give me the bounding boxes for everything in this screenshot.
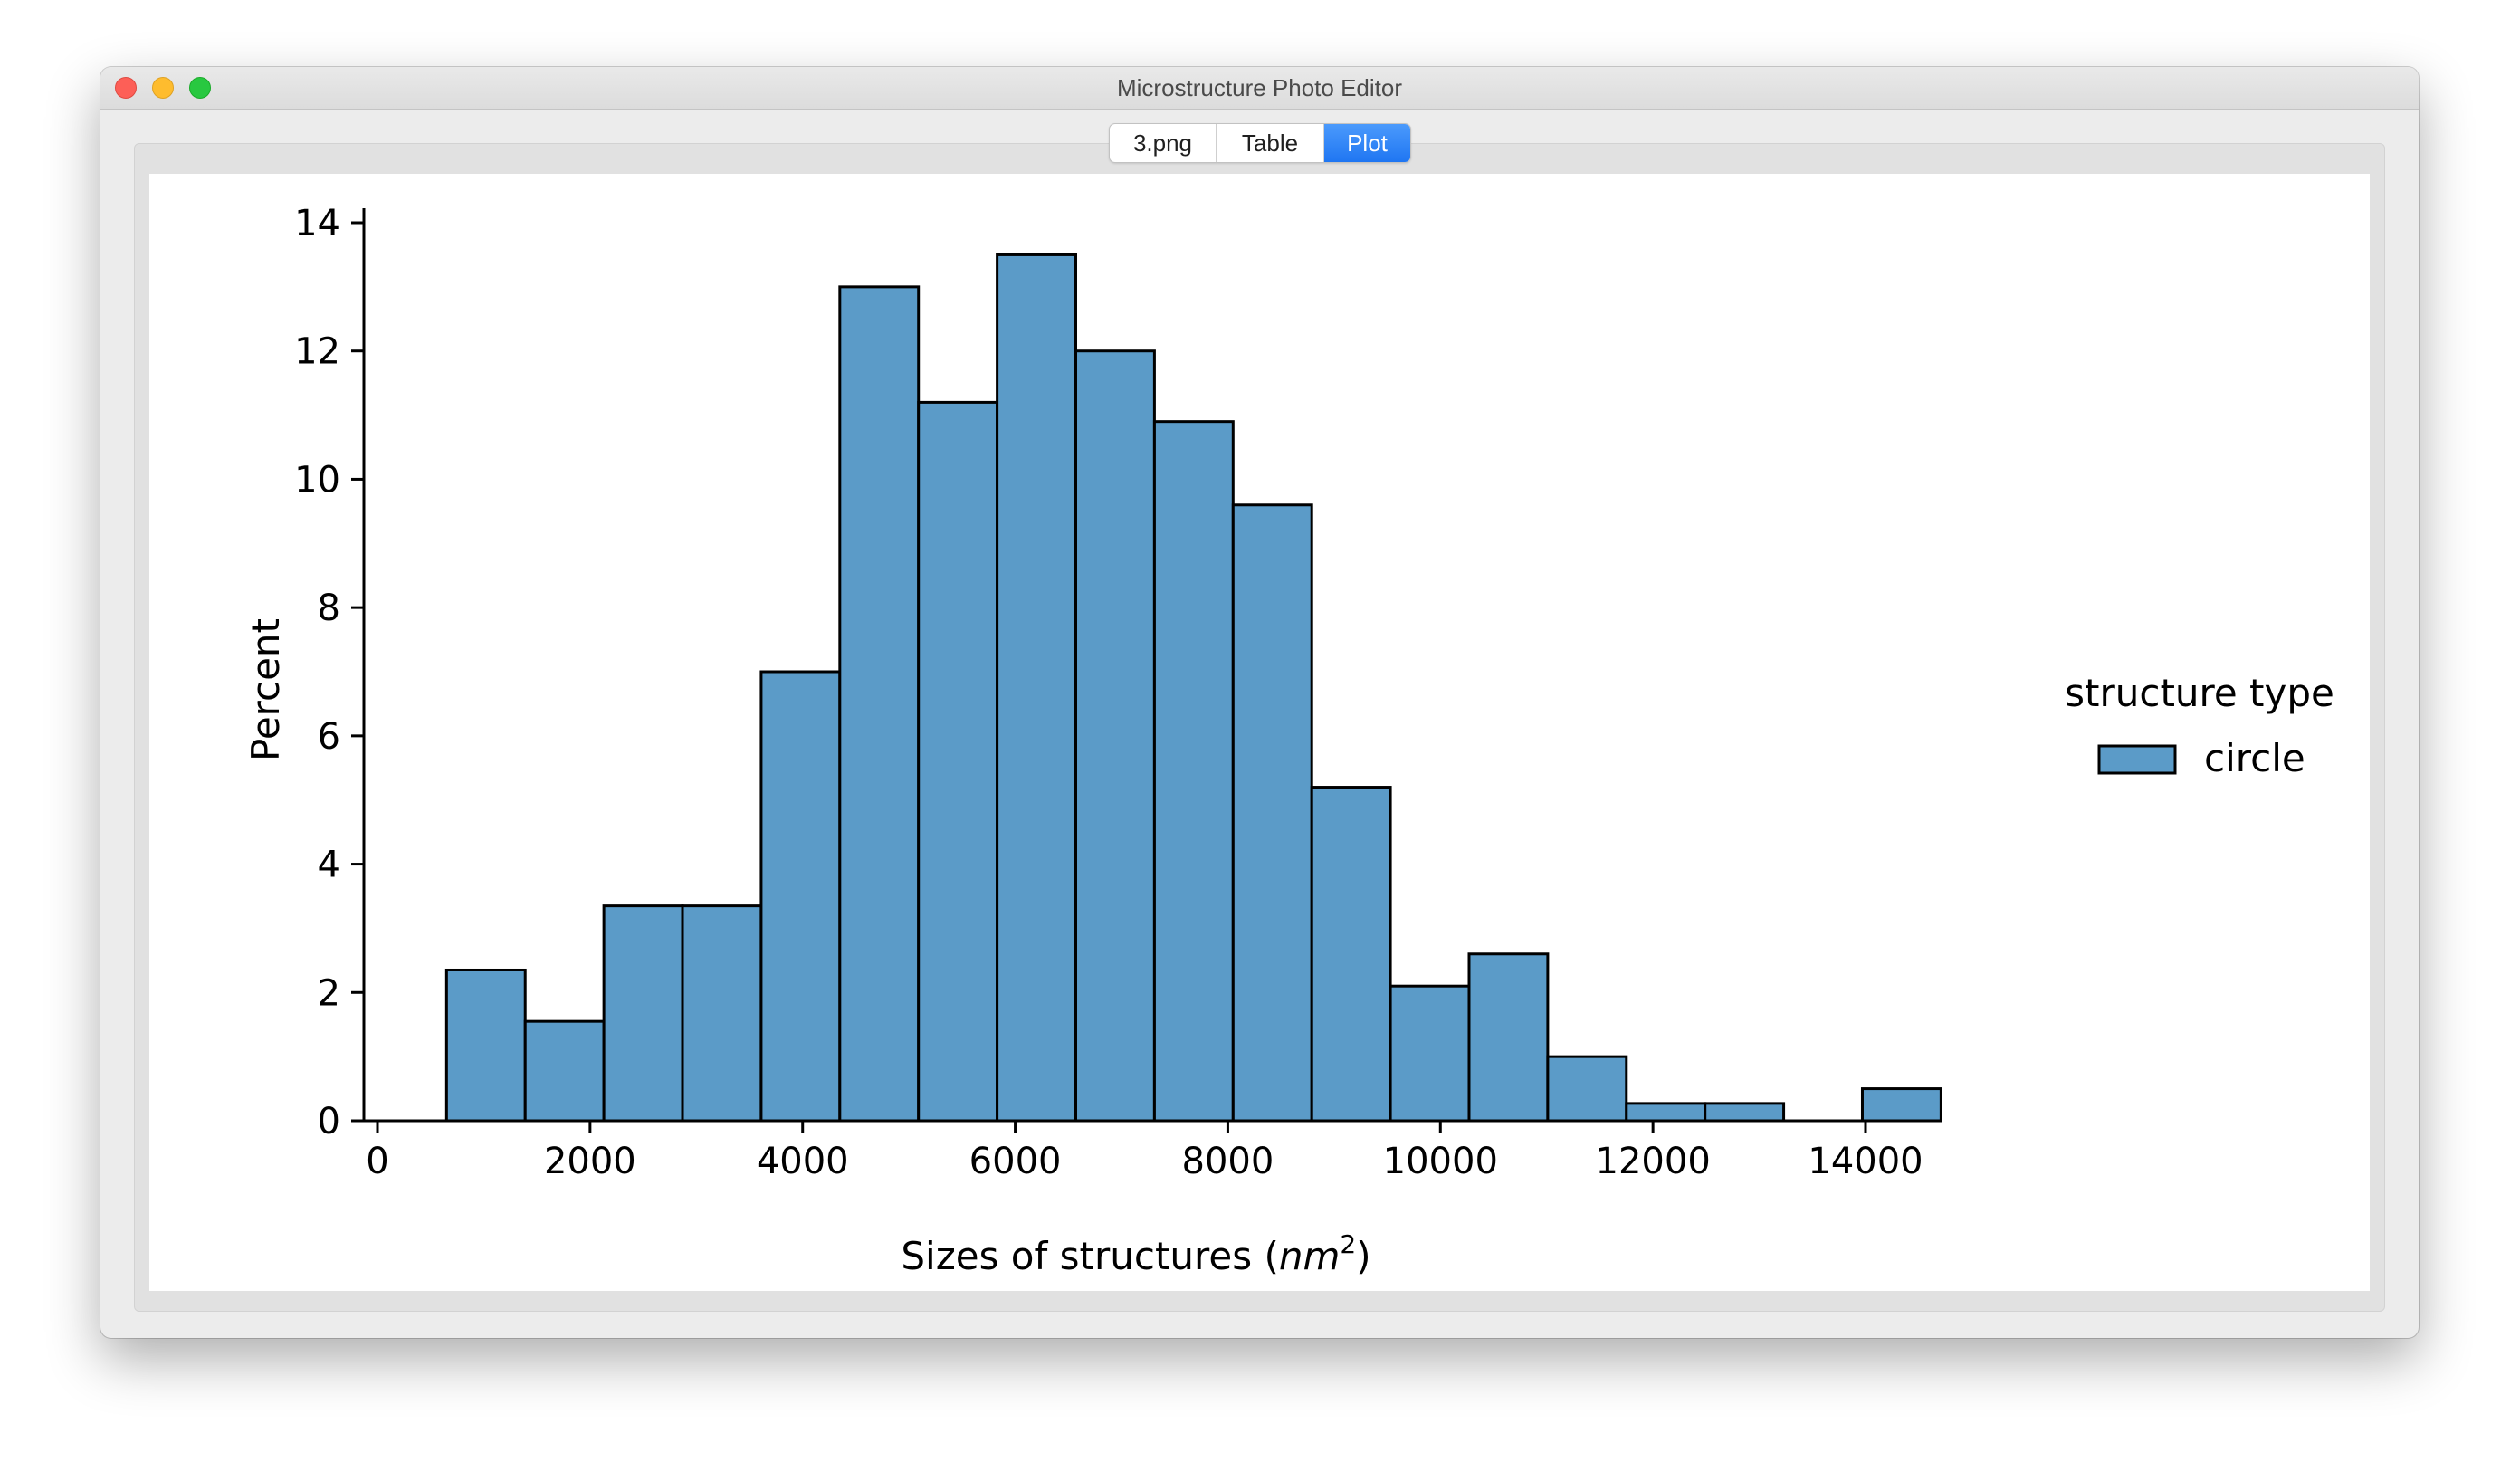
x-tick-label: 0 <box>366 1141 388 1182</box>
histogram-bar <box>1074 349 1156 1123</box>
histogram-bar <box>1467 952 1550 1123</box>
histogram-bar <box>1625 1102 1707 1123</box>
tab-bar: 3.png Table Plot <box>1109 123 1411 163</box>
x-tick-label: 2000 <box>544 1141 636 1182</box>
legend-swatch-circle <box>2097 744 2177 775</box>
y-tick-label: 8 <box>318 588 340 629</box>
title-bar[interactable]: Microstructure Photo Editor <box>100 67 2419 110</box>
y-tick-label: 10 <box>294 459 340 501</box>
histogram-chart: 0 2 4 6 8 10 12 14 0 2000 4000 6000 8000 10000 12000 14… <box>243 203 2334 1278</box>
x-axis-label: Sizes of structures (nm2) <box>901 1229 1370 1278</box>
minimize-icon[interactable] <box>152 77 174 99</box>
y-tick-label: 6 <box>318 716 340 758</box>
x-tick-label: 4000 <box>757 1141 849 1182</box>
y-tick-label: 14 <box>294 203 340 244</box>
histogram-bar <box>1546 1055 1628 1123</box>
zoom-icon[interactable] <box>189 77 211 99</box>
histogram-bar <box>1231 503 1313 1123</box>
y-tick-label: 0 <box>318 1101 340 1142</box>
y-axis-label: Percent <box>243 618 288 761</box>
legend: structure type circle <box>2065 671 2334 780</box>
histogram-bar <box>917 400 999 1123</box>
histogram-bar <box>838 285 921 1123</box>
legend-entry-circle: circle <box>2204 736 2305 780</box>
x-tick-label: 12000 <box>1596 1141 1711 1182</box>
histogram-bar <box>996 253 1078 1123</box>
x-tick-label: 8000 <box>1182 1141 1274 1182</box>
histogram-bar <box>1310 786 1392 1123</box>
app-window: Microstructure Photo Editor 3.png Table … <box>100 67 2419 1338</box>
histogram-bar <box>1152 420 1235 1123</box>
histogram-bar <box>602 904 684 1123</box>
tab-image[interactable]: 3.png <box>1110 124 1217 162</box>
histogram-bar <box>523 1019 606 1123</box>
plot-area: 0 2 4 6 8 10 12 14 0 2000 4000 6000 8000 10000 12000 14… <box>149 174 2370 1291</box>
y-tick-label: 2 <box>318 972 340 1014</box>
y-tick-label: 4 <box>318 845 340 886</box>
x-tick-label: 14000 <box>1808 1141 1923 1182</box>
close-icon[interactable] <box>115 77 137 99</box>
histogram-bar <box>1389 984 1471 1123</box>
x-tick-label: 10000 <box>1383 1141 1498 1182</box>
bars-group <box>444 253 1942 1123</box>
tab-table[interactable]: Table <box>1217 124 1324 162</box>
histogram-bar <box>1704 1102 1786 1123</box>
x-tick-label: 6000 <box>969 1141 1062 1182</box>
axes-group: 0 2 4 6 8 10 12 14 0 2000 4000 6000 8000 10000 12000 14… <box>294 203 1923 1182</box>
tab-plot[interactable]: Plot <box>1324 124 1410 162</box>
window-title: Microstructure Photo Editor <box>1116 74 1402 101</box>
legend-title: structure type <box>2065 671 2334 715</box>
y-tick-label: 12 <box>294 331 340 373</box>
histogram-bar <box>1860 1087 1942 1123</box>
histogram-bar <box>759 670 842 1123</box>
histogram-bar <box>681 904 763 1123</box>
histogram-bar <box>444 968 527 1123</box>
